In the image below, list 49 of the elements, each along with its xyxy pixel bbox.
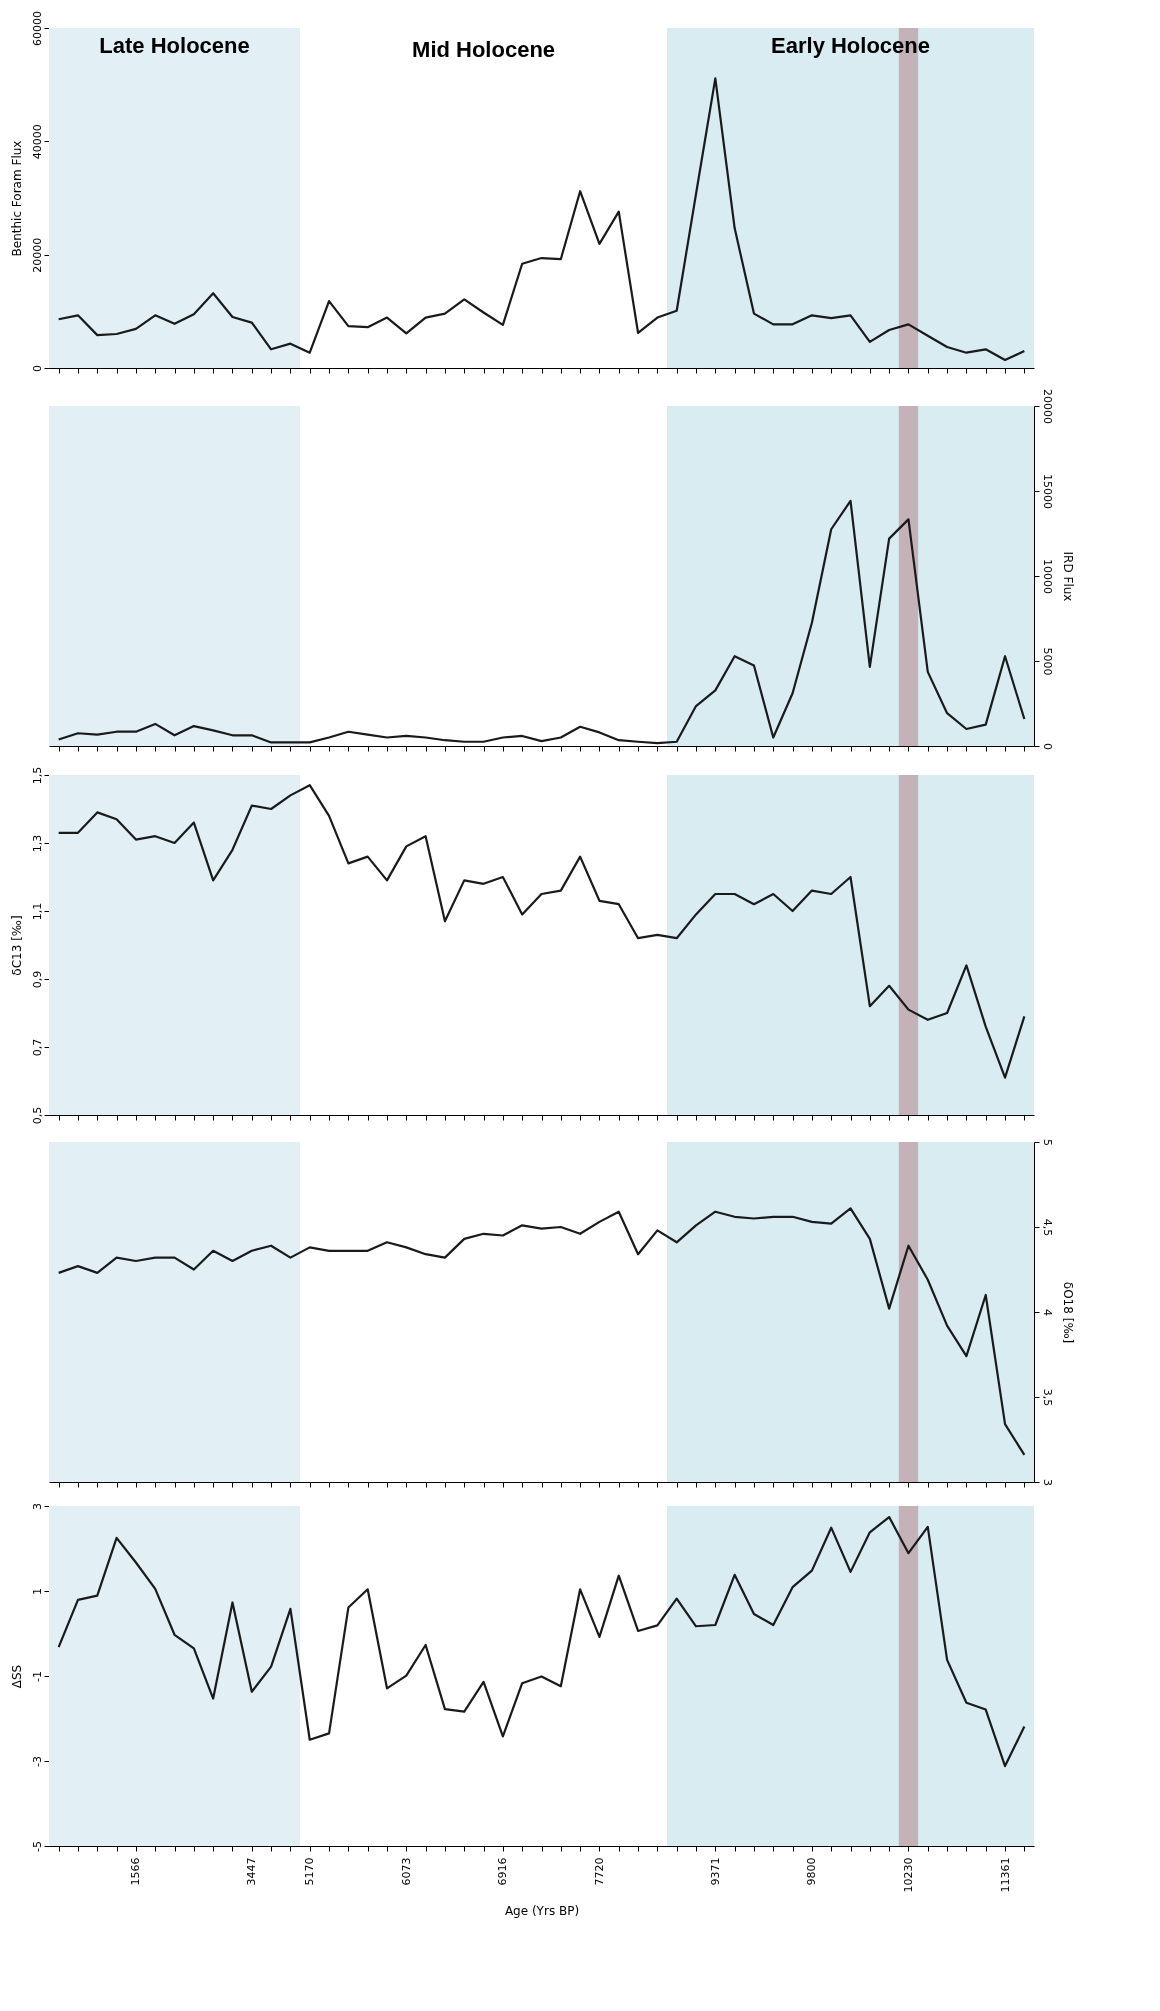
y-axis-title: δC13 [‰]	[9, 915, 24, 976]
y-tick-label: 0,9	[30, 970, 44, 989]
annotation: Mid Holocene	[412, 37, 556, 62]
y-tick-label: 20000	[30, 237, 44, 273]
y-tick-label: 0	[30, 365, 44, 372]
y-axis-title: ΔSS	[9, 1664, 24, 1689]
x-tick-label: 6916	[496, 1857, 510, 1886]
y-axis-title: Benthic Foram Flux	[9, 140, 24, 257]
y2-tick-label: 4,5	[1040, 1218, 1054, 1237]
y2-tick-label: 4	[1040, 1309, 1054, 1316]
x-tick-label: 11361	[998, 1857, 1012, 1893]
y-tick-label: 1,1	[30, 902, 44, 921]
y-tick-label: -3	[30, 1756, 44, 1767]
x-tick-label: 9800	[805, 1857, 819, 1886]
y-tick-label: 60000	[30, 11, 44, 46]
line-series	[57, 499, 1026, 745]
line-series	[57, 1515, 1026, 1768]
x-tick-label: 9371	[708, 1857, 722, 1886]
x-tick-label: 6073	[399, 1857, 413, 1886]
x-tick-label: 3447	[245, 1857, 259, 1886]
y2-tick-label: 3	[1040, 1479, 1054, 1486]
y2-tick-label: 20000	[1040, 389, 1054, 424]
y-tick-label: 1	[30, 1588, 44, 1595]
annotation: Early Holocene	[771, 33, 930, 58]
y-tick-label: 1,3	[30, 834, 44, 853]
y2-tick-label: 0	[1040, 743, 1054, 750]
y-tick-label: 1,5	[30, 766, 44, 785]
y2-axis-title: IRD Flux	[1060, 551, 1075, 602]
line-series	[57, 77, 1026, 362]
y-tick-label: 40000	[30, 124, 44, 160]
line-series	[57, 784, 1026, 1079]
y-tick-label: 0,5	[30, 1106, 44, 1125]
y-tick-label: 0,7	[30, 1038, 44, 1057]
y2-tick-label: 3,5	[1040, 1388, 1054, 1407]
y-tick-label: -1	[30, 1671, 44, 1682]
x-tick-label: 5170	[303, 1857, 317, 1886]
annotation: Late Holocene	[99, 33, 250, 58]
y2-axis-title: δO18 [‰]	[1060, 1281, 1075, 1344]
x-tick-label: 7720	[592, 1857, 606, 1886]
y2-tick-label: 5	[1040, 1139, 1054, 1146]
x-axis-title: Age (Yrs BP)	[504, 1904, 580, 1919]
x-tick-label: 10230	[901, 1857, 915, 1893]
y2-tick-label: 5000	[1040, 647, 1054, 676]
y-tick-label: -5	[30, 1841, 44, 1852]
y2-tick-label: 15000	[1040, 474, 1054, 509]
y2-tick-label: 10000	[1040, 559, 1054, 594]
line-series	[57, 1207, 1026, 1456]
y-tick-label: 3	[30, 1503, 44, 1510]
x-tick-label: 1566	[129, 1857, 143, 1886]
